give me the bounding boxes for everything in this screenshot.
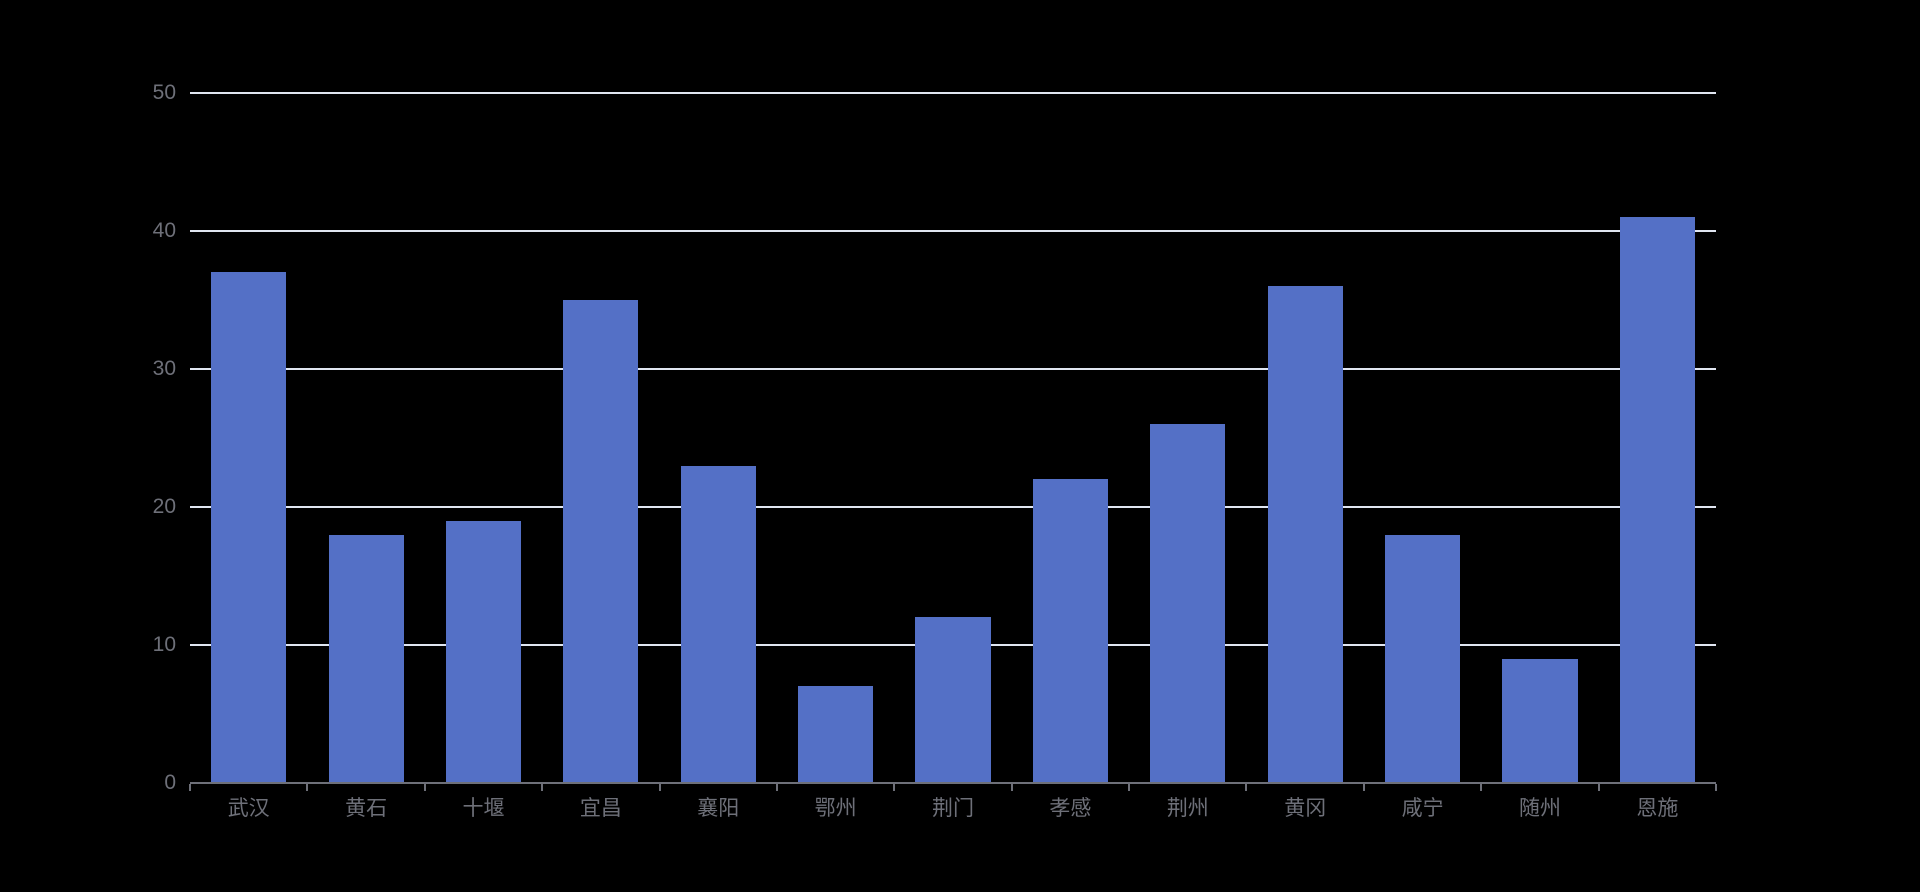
x-axis-label: 黄冈: [1284, 797, 1327, 820]
bar-slot: [307, 92, 424, 783]
bar[interactable]: [1150, 424, 1226, 783]
bar[interactable]: [1032, 479, 1108, 783]
bar-slot: [1247, 92, 1364, 783]
bar[interactable]: [563, 300, 639, 783]
x-axis-label: 襄阳: [697, 797, 740, 820]
axis-tick: [541, 784, 544, 791]
bar-slot: [777, 92, 894, 783]
axis-tick: [189, 784, 191, 791]
bar[interactable]: [328, 534, 404, 783]
axis-tick: [1597, 784, 1600, 791]
bar[interactable]: [211, 272, 287, 783]
x-axis-label: 宜昌: [579, 797, 622, 820]
bar[interactable]: [1385, 534, 1461, 783]
x-axis-label: 鄂州: [814, 797, 857, 820]
gridline: [190, 92, 1716, 94]
x-axis-label: 恩施: [1636, 797, 1679, 820]
bar[interactable]: [1502, 658, 1578, 783]
bar-slot: [660, 92, 777, 783]
x-axis-label: 武汉: [227, 797, 270, 820]
gridline: [190, 230, 1716, 232]
y-axis-label: 50: [152, 81, 176, 104]
axis-tick: [775, 784, 778, 791]
bar[interactable]: [1619, 217, 1695, 783]
axis-tick: [658, 784, 661, 791]
x-axis-label: 随州: [1518, 797, 1561, 820]
y-axis-label: 30: [152, 357, 176, 380]
axis-tick: [1128, 784, 1131, 791]
y-axis-label: 40: [152, 219, 176, 242]
x-axis-line: [190, 782, 1716, 784]
bar[interactable]: [680, 465, 756, 783]
bar-slot: [1481, 92, 1598, 783]
y-axis-label: 10: [152, 633, 176, 656]
bar[interactable]: [1267, 286, 1343, 783]
gridline: [190, 368, 1716, 370]
axis-tick: [1362, 784, 1365, 791]
axis-tick: [1010, 784, 1013, 791]
bar[interactable]: [445, 520, 522, 783]
axis-tick: [893, 784, 896, 791]
bar[interactable]: [915, 617, 991, 783]
axis-tick: [1245, 784, 1248, 791]
x-axis-label: 孝感: [1049, 797, 1092, 820]
axis-tick: [306, 784, 309, 791]
x-axis-label: 咸宁: [1401, 797, 1444, 820]
axis-tick: [423, 784, 426, 791]
bar-slot: [542, 92, 659, 783]
x-axis-label: 黄石: [345, 797, 388, 820]
y-axis-label: 0: [164, 771, 176, 794]
y-axis-label: 20: [152, 495, 176, 518]
bars-layer: [190, 92, 1716, 783]
bar-slot: [894, 92, 1011, 783]
bar-slot: [190, 92, 307, 783]
x-axis-label: 荆门: [932, 797, 975, 820]
plot-area: 0 10 20 30 40 50 武汉 黄石 十堰 宜昌 襄阳 鄂州 荆门 孝感 荆州 黄冈 咸宁 随州 恩施: [153, 82, 1717, 820]
x-axis-label: 荆州: [1166, 797, 1209, 820]
bar-slot: [425, 92, 542, 783]
axis-tick: [1480, 784, 1483, 791]
bar-slot: [1012, 92, 1129, 783]
x-axis-labels: 武汉 黄石 十堰 宜昌 襄阳 鄂州 荆门 孝感 荆州 黄冈 咸宁 随州 恩施: [190, 796, 1716, 822]
axis-tick: [1715, 784, 1717, 791]
bar-slot: [1599, 92, 1716, 783]
bar-slot: [1364, 92, 1481, 783]
bar[interactable]: [798, 686, 874, 783]
x-axis-label: 十堰: [462, 797, 505, 820]
bar-slot: [1129, 92, 1246, 783]
gridline: [190, 506, 1716, 508]
